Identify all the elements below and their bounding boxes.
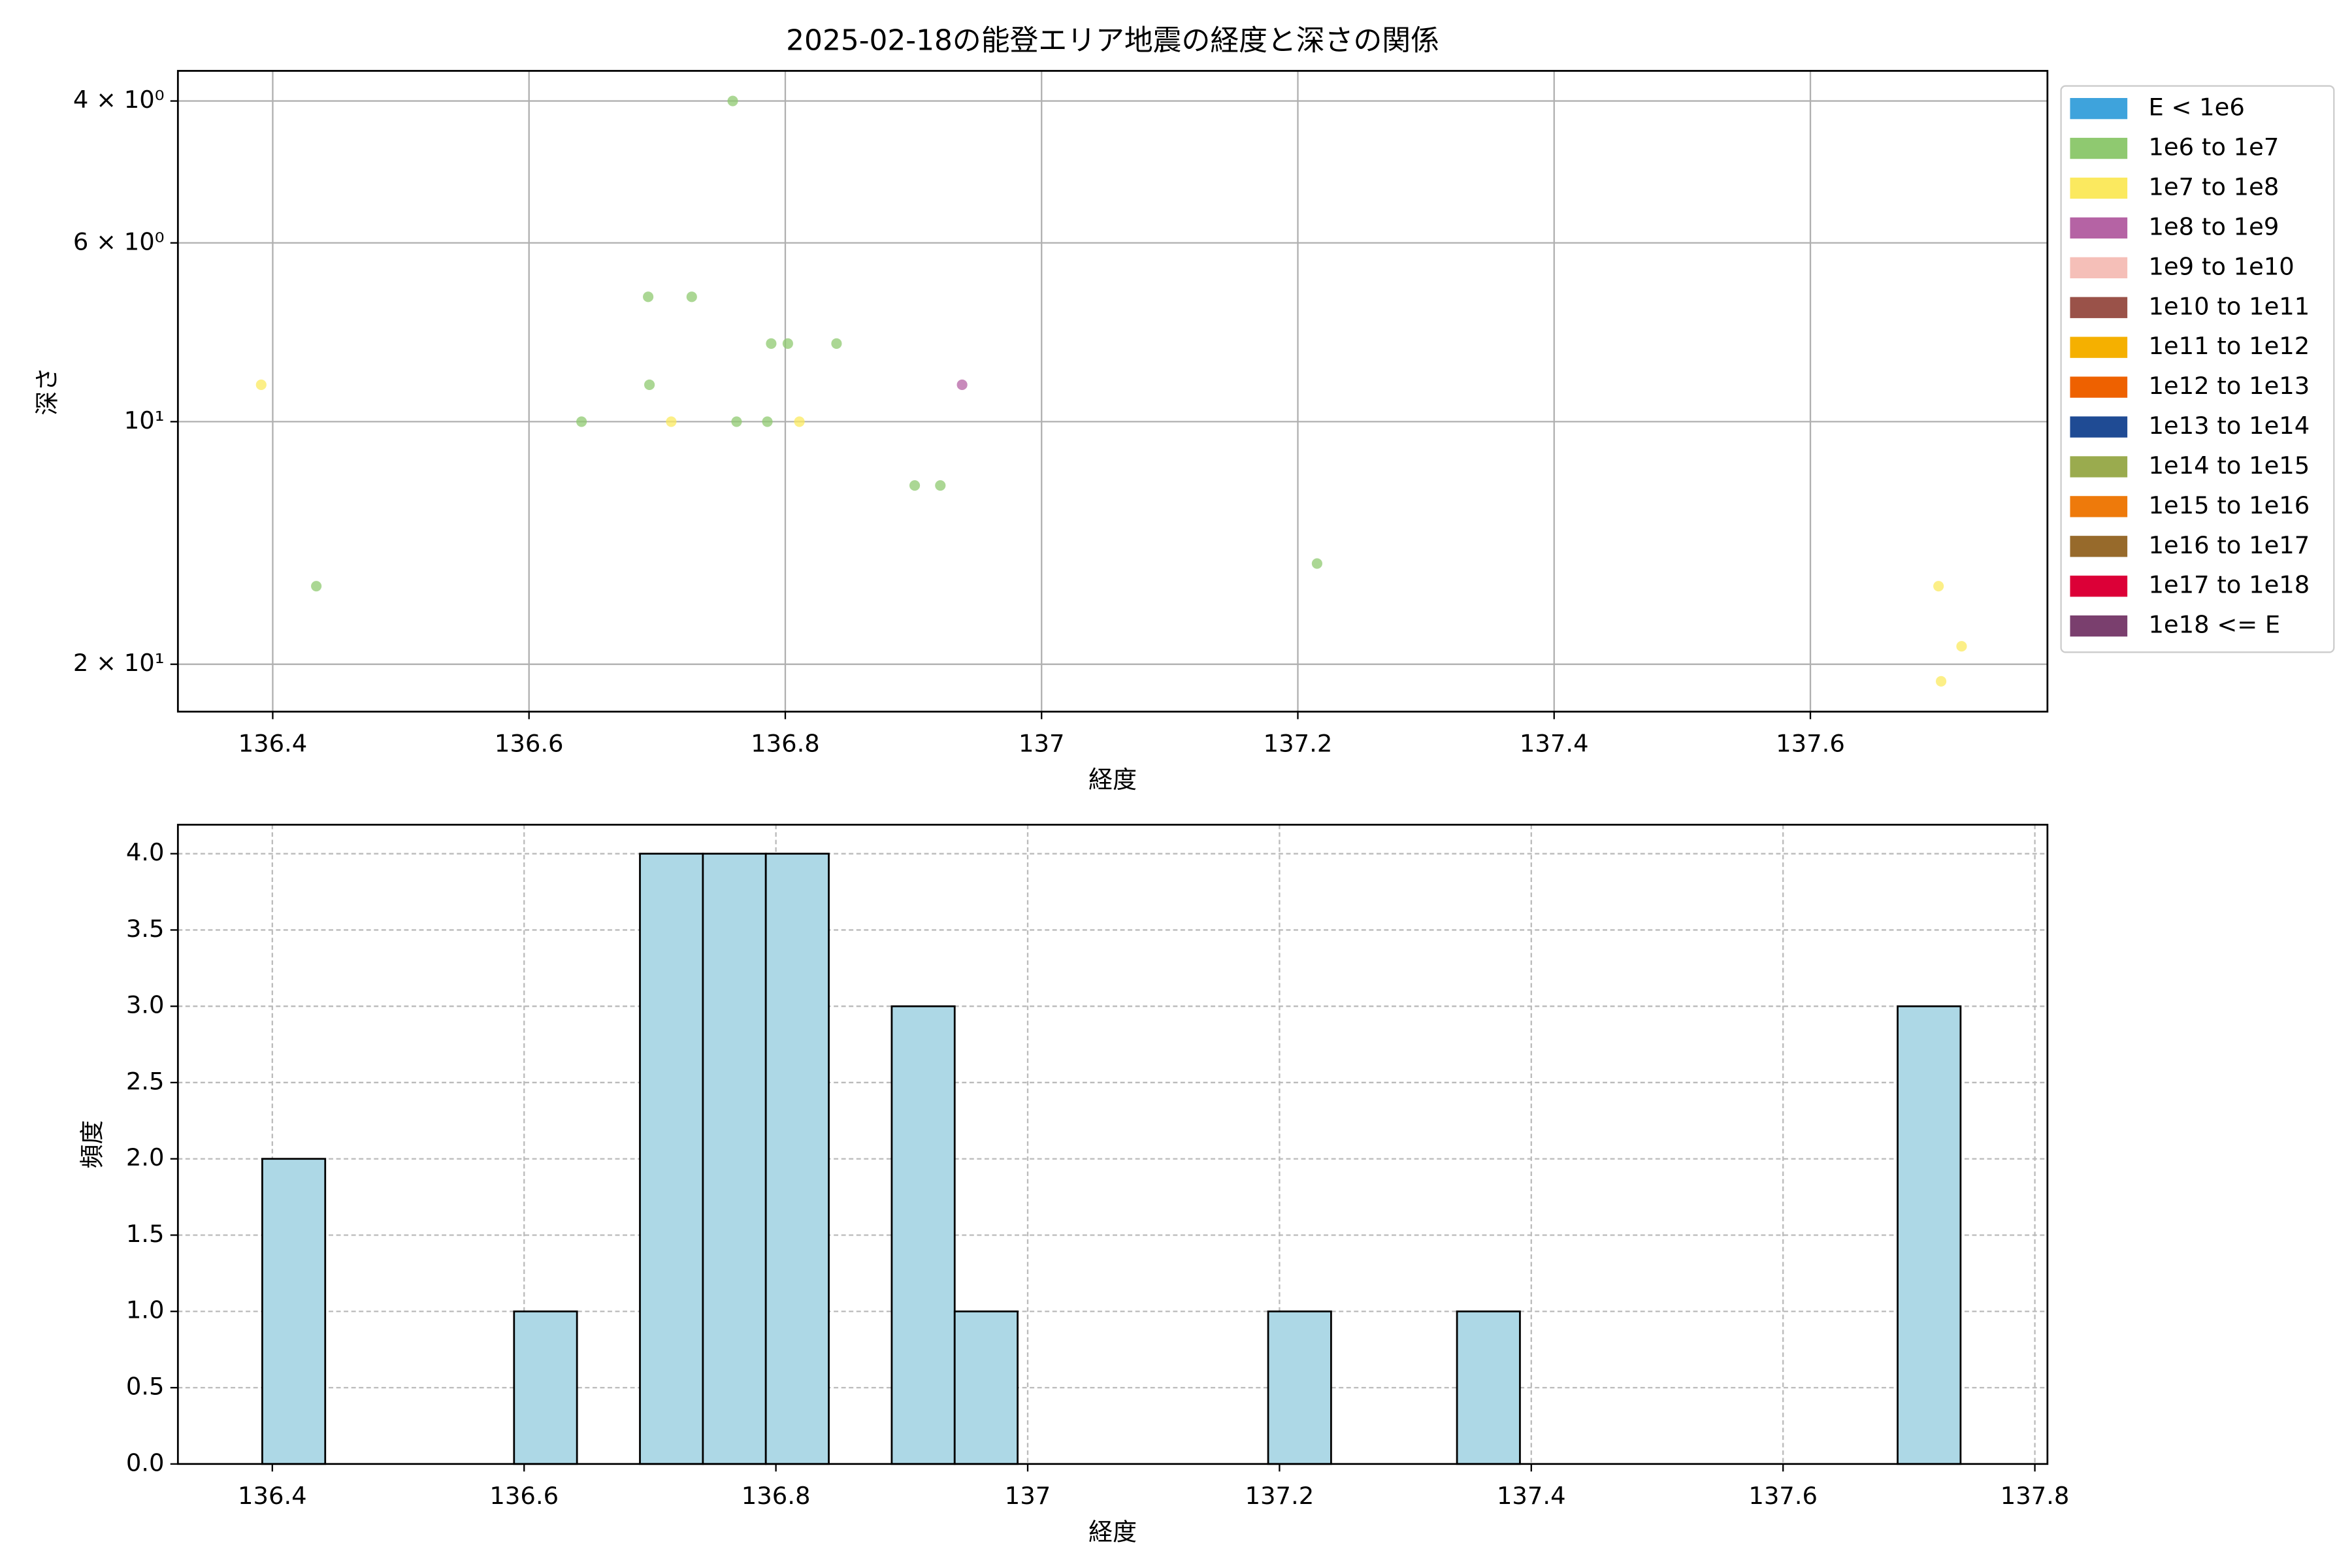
plot-frame xyxy=(176,70,2049,713)
y-tick-label: 4 × 10⁰ xyxy=(73,86,165,114)
bar xyxy=(702,853,767,1465)
legend-swatch xyxy=(2070,177,2128,199)
y-tick-label: 0.0 xyxy=(126,1448,165,1477)
legend-swatch xyxy=(2070,336,2128,358)
x-tick-label: 136.8 xyxy=(742,1482,811,1510)
point xyxy=(576,416,587,427)
point xyxy=(644,379,655,391)
x-tick-label: 137.4 xyxy=(1520,730,1589,758)
x-tick-label: 137 xyxy=(1005,1482,1051,1510)
legend-label: 1e18 <= E xyxy=(2148,611,2280,639)
legend-label: 1e10 to 1e11 xyxy=(2148,292,2310,320)
legend-label: 1e14 to 1e15 xyxy=(2148,451,2310,480)
legend-label: 1e17 to 1e18 xyxy=(2148,571,2310,599)
legend-label: 1e7 to 1e8 xyxy=(2148,173,2279,201)
x-tick-label: 137.8 xyxy=(2001,1482,2070,1510)
point xyxy=(909,480,921,491)
point xyxy=(831,338,842,349)
bar xyxy=(1456,1310,1521,1465)
legend-label: E < 1e6 xyxy=(2148,93,2244,122)
point xyxy=(643,291,654,302)
point xyxy=(255,379,267,391)
y-tick-label: 3.5 xyxy=(126,915,165,943)
x-axis-label: 経度 xyxy=(1088,766,1137,794)
point xyxy=(782,338,793,349)
legend-label: 1e16 to 1e17 xyxy=(2148,531,2310,559)
legend-swatch xyxy=(2070,416,2128,438)
legend-swatch xyxy=(2070,576,2128,597)
legend-label: 1e8 to 1e9 xyxy=(2148,212,2279,240)
y-tick-label: 2 × 10¹ xyxy=(73,649,165,677)
legend-swatch xyxy=(2070,615,2128,637)
y-tick-label: 2.5 xyxy=(126,1067,165,1095)
y-tick-label: 3.0 xyxy=(126,991,165,1019)
point xyxy=(1933,581,1944,592)
point xyxy=(1956,641,1967,652)
point xyxy=(762,416,773,427)
x-tick-label: 136.4 xyxy=(238,730,308,758)
chart-title: 2025-02-18の能登エリア地震の経度と深さの関係 xyxy=(786,24,1439,57)
x-axis-label: 経度 xyxy=(1088,1518,1137,1546)
y-tick-label: 2.0 xyxy=(126,1143,165,1171)
legend-label: 1e11 to 1e12 xyxy=(2148,332,2310,360)
bar xyxy=(953,1310,1019,1465)
x-tick-label: 136.6 xyxy=(489,1482,559,1510)
legend-label: 1e15 to 1e16 xyxy=(2148,491,2310,519)
x-tick-label: 137.2 xyxy=(1264,730,1333,758)
point xyxy=(1311,558,1322,569)
legend-label: 1e13 to 1e14 xyxy=(2148,412,2310,440)
y-tick-label: 1.5 xyxy=(126,1220,165,1248)
y-axis-label: 頻度 xyxy=(78,1120,106,1169)
x-tick-label: 137.4 xyxy=(1497,1482,1566,1510)
point xyxy=(956,379,968,391)
bar xyxy=(764,853,830,1465)
legend-swatch xyxy=(2070,536,2128,557)
x-tick-label: 136.4 xyxy=(238,1482,307,1510)
y-tick-label: 4.0 xyxy=(126,838,165,866)
point xyxy=(686,291,697,302)
point xyxy=(935,480,946,491)
legend-swatch xyxy=(2070,257,2128,278)
bar xyxy=(1267,1310,1332,1465)
x-tick-label: 137 xyxy=(1019,730,1064,758)
point xyxy=(666,416,677,427)
y-tick-label: 10¹ xyxy=(124,406,165,434)
point xyxy=(794,416,805,427)
bar xyxy=(890,1005,956,1465)
point xyxy=(766,338,777,349)
x-tick-label: 137.6 xyxy=(1748,1482,1818,1510)
y-tick-label: 0.5 xyxy=(126,1373,165,1401)
y-axis-label: 深さ xyxy=(33,367,61,416)
bar xyxy=(1897,1005,1962,1465)
legend-box xyxy=(2060,85,2335,653)
point xyxy=(727,95,738,106)
x-tick-label: 137.2 xyxy=(1245,1482,1315,1510)
legend-label: 1e6 to 1e7 xyxy=(2148,133,2279,161)
bar xyxy=(261,1158,327,1465)
legend-swatch xyxy=(2070,496,2128,517)
bar xyxy=(513,1310,578,1465)
legend-swatch xyxy=(2070,137,2128,159)
x-tick-label: 136.6 xyxy=(495,730,564,758)
bar xyxy=(639,853,704,1465)
legend-label: 1e9 to 1e10 xyxy=(2148,252,2294,280)
legend-swatch xyxy=(2070,217,2128,239)
y-tick-label: 6 × 10⁰ xyxy=(73,227,165,255)
legend-swatch xyxy=(2070,376,2128,398)
point xyxy=(1935,676,1947,687)
x-tick-label: 136.8 xyxy=(751,730,820,758)
point xyxy=(731,416,742,427)
legend-swatch xyxy=(2070,98,2128,120)
x-tick-label: 137.6 xyxy=(1776,730,1845,758)
plot-frame xyxy=(176,823,2049,1465)
legend-swatch xyxy=(2070,456,2128,478)
legend-label: 1e12 to 1e13 xyxy=(2148,372,2310,400)
y-tick-label: 1.0 xyxy=(126,1296,165,1324)
point xyxy=(311,581,322,592)
legend-swatch xyxy=(2070,297,2128,318)
